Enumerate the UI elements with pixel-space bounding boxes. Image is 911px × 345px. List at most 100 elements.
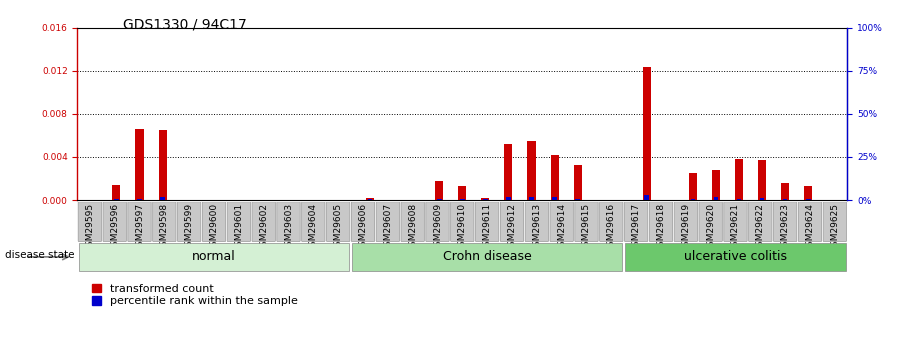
FancyBboxPatch shape <box>178 202 200 242</box>
Bar <box>159 130 167 200</box>
Text: GSM29620: GSM29620 <box>706 203 715 252</box>
Text: GSM29604: GSM29604 <box>309 203 318 252</box>
FancyBboxPatch shape <box>798 202 822 242</box>
Bar <box>483 199 487 200</box>
FancyBboxPatch shape <box>326 202 350 242</box>
Bar <box>760 198 764 200</box>
FancyBboxPatch shape <box>625 243 846 271</box>
Text: GSM29613: GSM29613 <box>532 203 541 252</box>
Text: GSM29621: GSM29621 <box>731 203 740 252</box>
Bar <box>458 186 466 200</box>
Bar <box>711 170 720 200</box>
Text: GSM29595: GSM29595 <box>86 203 95 252</box>
Bar <box>735 159 743 200</box>
Text: GSM29603: GSM29603 <box>284 203 293 252</box>
FancyBboxPatch shape <box>401 202 425 242</box>
Bar <box>112 185 120 200</box>
Bar <box>136 129 144 200</box>
FancyBboxPatch shape <box>699 202 722 242</box>
Text: GSM29610: GSM29610 <box>458 203 466 252</box>
Text: GSM29617: GSM29617 <box>631 203 640 252</box>
Bar <box>806 199 811 200</box>
FancyBboxPatch shape <box>78 202 101 242</box>
Bar <box>783 199 787 200</box>
FancyBboxPatch shape <box>252 202 275 242</box>
Text: GSM29596: GSM29596 <box>110 203 119 252</box>
Bar <box>689 173 697 200</box>
Text: GSM29602: GSM29602 <box>259 203 268 252</box>
Text: GSM29600: GSM29600 <box>210 203 219 252</box>
Bar <box>576 199 580 200</box>
FancyBboxPatch shape <box>773 202 797 242</box>
FancyBboxPatch shape <box>650 202 672 242</box>
FancyBboxPatch shape <box>302 202 325 242</box>
FancyBboxPatch shape <box>202 202 226 242</box>
Bar <box>529 197 534 200</box>
Text: normal: normal <box>192 250 236 263</box>
Bar <box>138 199 142 200</box>
Bar <box>552 197 557 200</box>
FancyBboxPatch shape <box>352 243 622 271</box>
Text: GSM29615: GSM29615 <box>582 203 591 252</box>
Text: GSM29601: GSM29601 <box>234 203 243 252</box>
Bar <box>366 198 374 200</box>
FancyBboxPatch shape <box>277 202 301 242</box>
FancyBboxPatch shape <box>78 243 349 271</box>
FancyBboxPatch shape <box>376 202 400 242</box>
Bar <box>435 181 444 200</box>
Text: GSM29609: GSM29609 <box>433 203 442 252</box>
Text: ulcerative colitis: ulcerative colitis <box>684 250 787 263</box>
Text: GSM29623: GSM29623 <box>781 203 790 252</box>
Bar <box>160 197 165 200</box>
Text: GSM29598: GSM29598 <box>159 203 169 252</box>
Text: GSM29611: GSM29611 <box>483 203 492 252</box>
Text: GSM29599: GSM29599 <box>185 203 194 252</box>
FancyBboxPatch shape <box>749 202 772 242</box>
Bar <box>804 186 813 200</box>
Bar <box>460 199 465 200</box>
Bar <box>758 160 766 200</box>
Bar <box>781 183 789 200</box>
FancyBboxPatch shape <box>724 202 747 242</box>
Bar <box>481 198 489 200</box>
Bar <box>691 199 695 200</box>
Bar <box>437 199 442 200</box>
Text: GDS1330 / 94C17: GDS1330 / 94C17 <box>123 17 247 31</box>
Legend: transformed count, percentile rank within the sample: transformed count, percentile rank withi… <box>92 284 298 306</box>
FancyBboxPatch shape <box>451 202 474 242</box>
FancyBboxPatch shape <box>550 202 573 242</box>
Text: GSM29612: GSM29612 <box>507 203 517 252</box>
FancyBboxPatch shape <box>103 202 127 242</box>
Text: Crohn disease: Crohn disease <box>443 250 531 263</box>
Text: GSM29619: GSM29619 <box>681 203 691 252</box>
FancyBboxPatch shape <box>352 202 374 242</box>
FancyBboxPatch shape <box>824 202 846 242</box>
Bar <box>505 144 513 200</box>
Bar <box>550 155 558 200</box>
Text: GSM29622: GSM29622 <box>756 203 765 252</box>
Bar <box>527 141 536 200</box>
FancyBboxPatch shape <box>575 202 599 242</box>
Bar <box>737 199 742 200</box>
Text: GSM29607: GSM29607 <box>384 203 393 252</box>
FancyBboxPatch shape <box>425 202 449 242</box>
Bar <box>507 197 511 200</box>
Text: GSM29605: GSM29605 <box>333 203 343 252</box>
FancyBboxPatch shape <box>153 202 176 242</box>
Bar <box>368 199 373 200</box>
FancyBboxPatch shape <box>674 202 698 242</box>
Text: disease state: disease state <box>5 250 74 260</box>
Text: GSM29606: GSM29606 <box>359 203 367 252</box>
FancyBboxPatch shape <box>525 202 548 242</box>
Bar <box>713 197 718 200</box>
Text: GSM29597: GSM29597 <box>135 203 144 252</box>
Bar <box>114 199 118 200</box>
FancyBboxPatch shape <box>227 202 251 242</box>
FancyBboxPatch shape <box>476 202 499 242</box>
FancyBboxPatch shape <box>624 202 648 242</box>
Bar <box>643 68 650 200</box>
FancyBboxPatch shape <box>599 202 623 242</box>
Text: GSM29614: GSM29614 <box>558 203 566 252</box>
FancyBboxPatch shape <box>500 202 524 242</box>
FancyBboxPatch shape <box>128 202 151 242</box>
